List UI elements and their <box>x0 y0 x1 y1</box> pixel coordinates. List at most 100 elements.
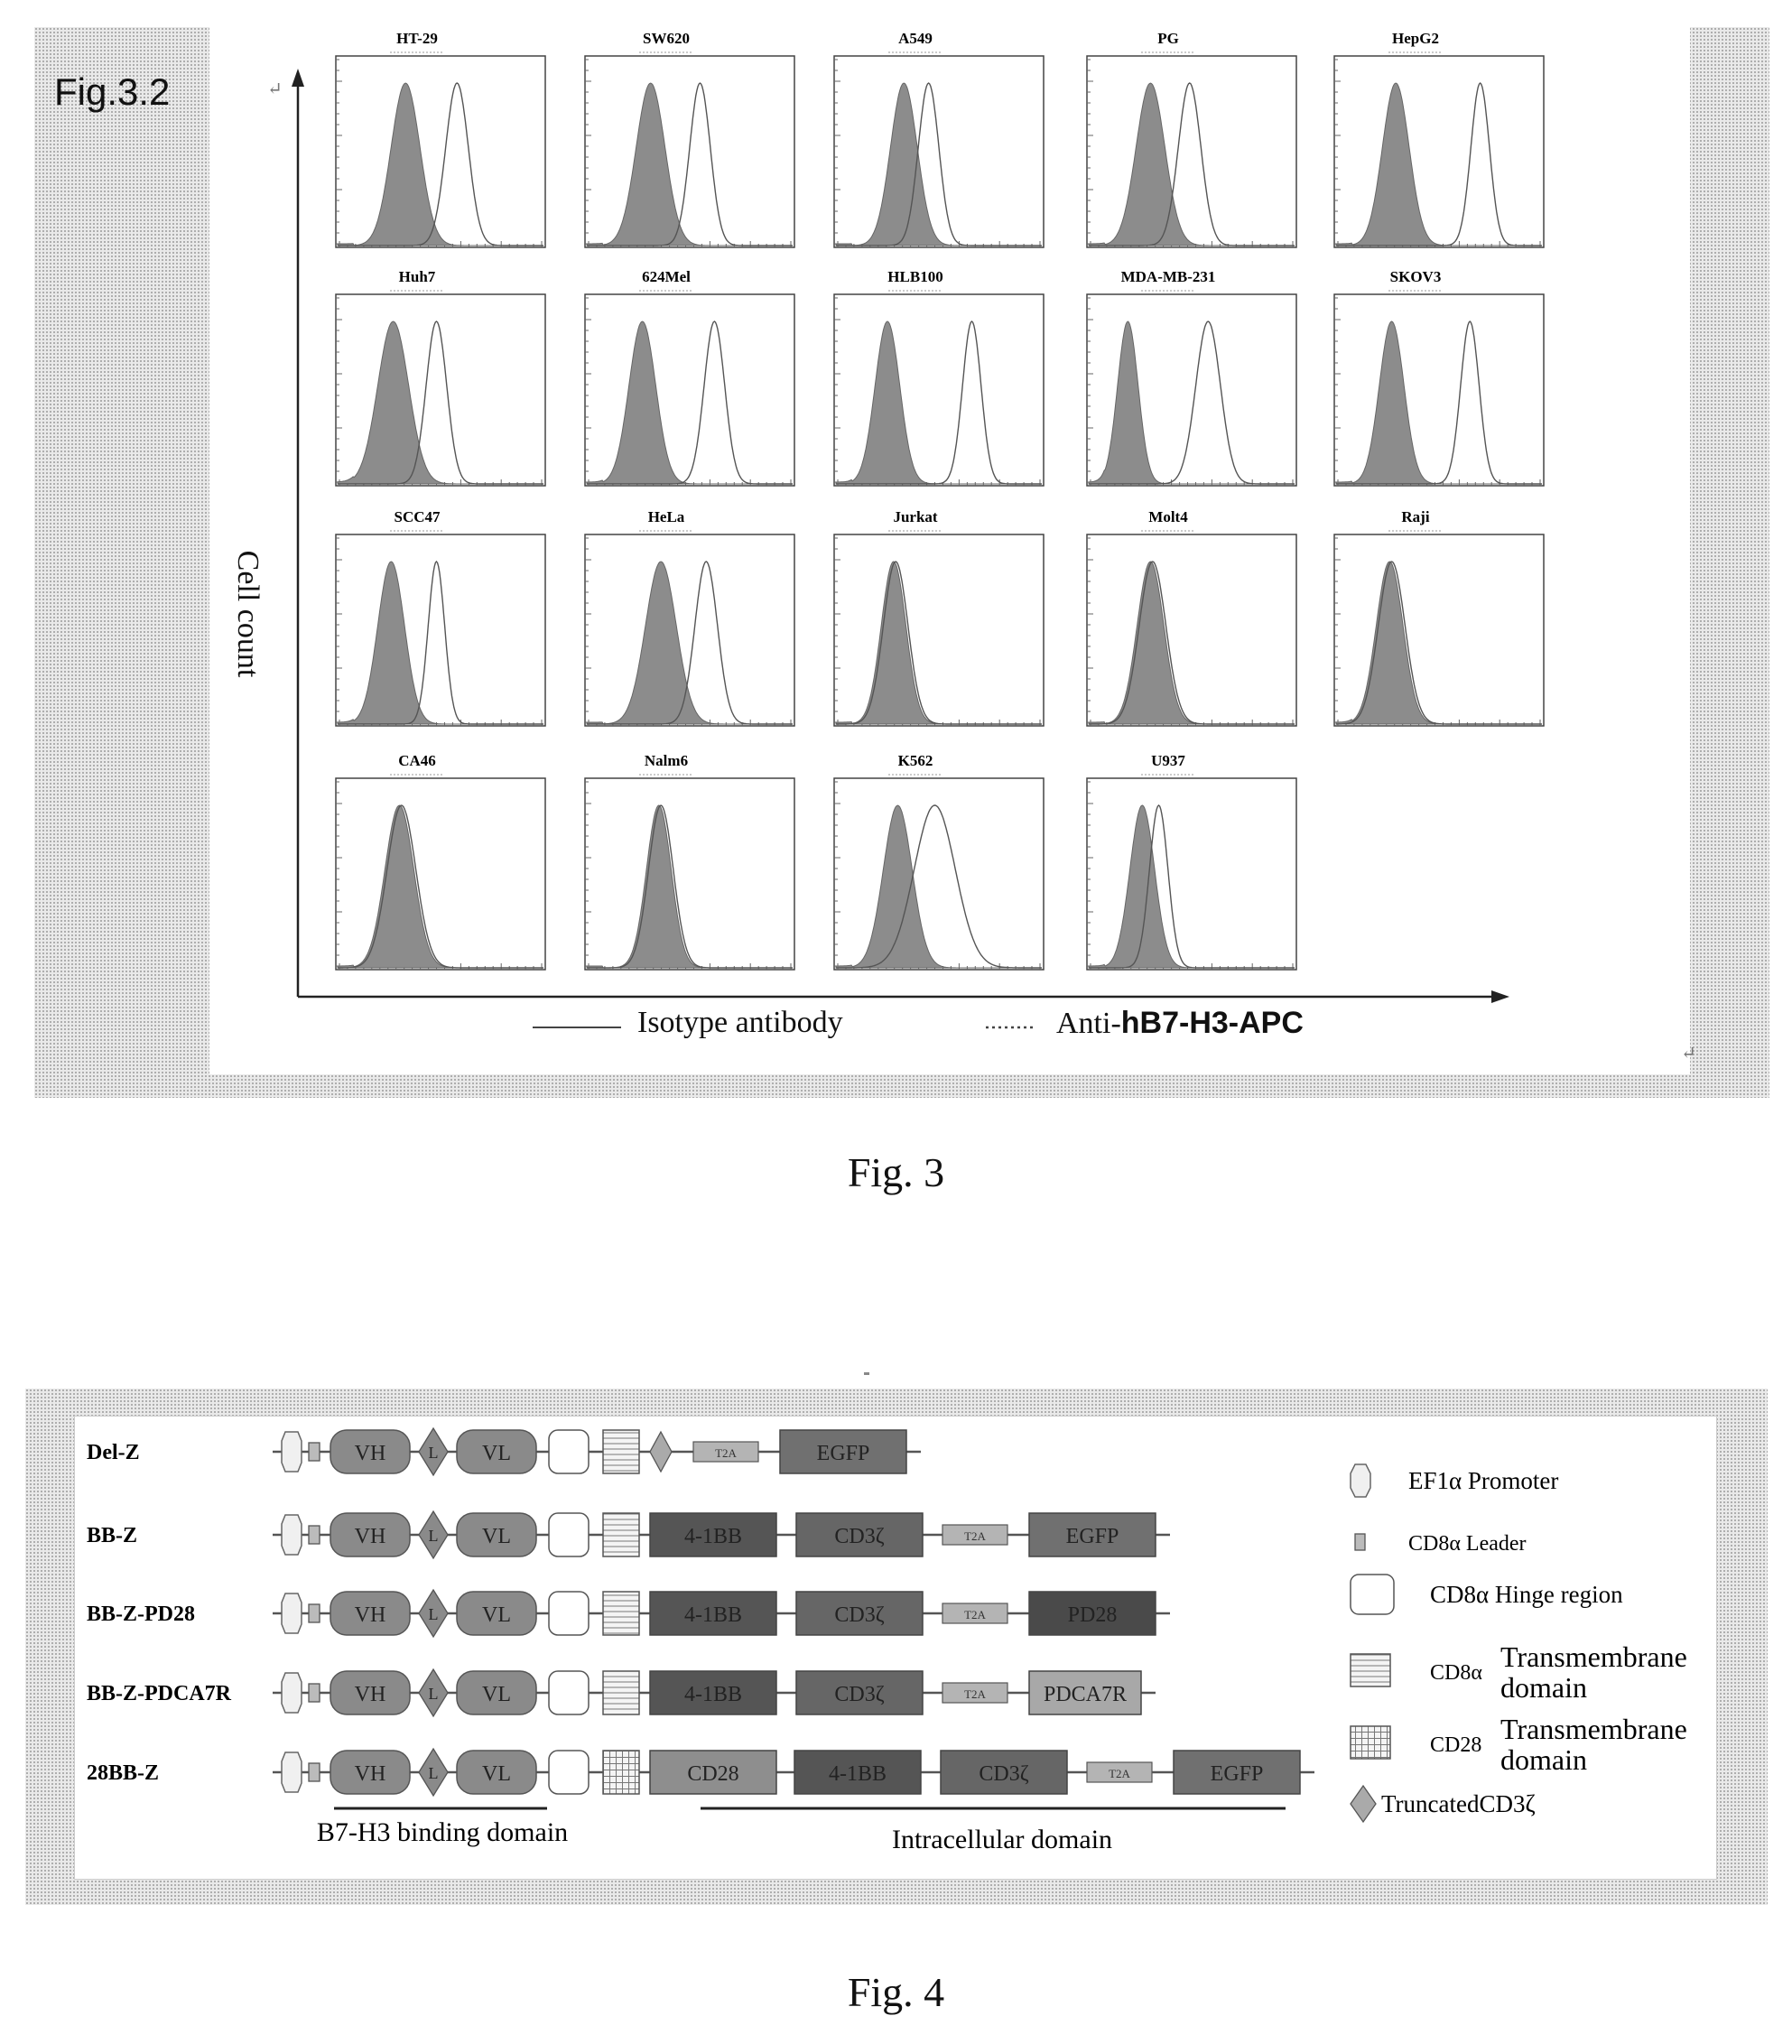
t2a-label: T2A <box>715 1446 737 1460</box>
cd28tm-icon <box>1350 1725 1391 1760</box>
legend-anti-text: Anti-hB7-H3-APC <box>1056 1006 1304 1041</box>
anti-hb7h3-histogram <box>338 82 543 246</box>
histogram-title: Nalm6 <box>645 752 688 769</box>
4-1bb-label: 4-1BB <box>684 1525 742 1548</box>
anti-hb7h3-histogram <box>1336 561 1542 725</box>
construct-name: 28BB-Z <box>87 1761 159 1785</box>
construct-blocks: VH L VL 4-1BB CD3ζ T2A PD28 <box>281 1588 1156 1639</box>
legend-anti-bold: hB7-H3-APC <box>1120 1006 1304 1040</box>
cd8a-hinge-symbol <box>548 1512 590 1557</box>
construct-name: BB-Z <box>87 1524 137 1547</box>
anti-hb7h3-histogram <box>836 804 1042 969</box>
histogram-title: CA46 <box>398 752 436 769</box>
4-1bb-block <box>794 1750 922 1795</box>
vh-label: VH <box>355 1442 386 1465</box>
t2a-label: T2A <box>1109 1767 1130 1780</box>
vh-block <box>330 1512 411 1557</box>
vl-label: VL <box>482 1683 511 1706</box>
ef1a-promoter-symbol <box>281 1514 302 1556</box>
cd28-block <box>649 1750 777 1795</box>
legend-item-leader: CD8α Leader <box>1354 1532 1527 1556</box>
fig3-return-mark-1: ↵ <box>267 79 283 99</box>
anti-hb7h3-histogram <box>587 321 793 485</box>
histogram-frame <box>1333 293 1545 487</box>
vh-label: VH <box>355 1762 386 1786</box>
t2a-block <box>1086 1761 1153 1783</box>
histogram-title: Jurkat <box>893 508 937 525</box>
legend-text: CD8α Leader <box>1408 1532 1527 1556</box>
histogram-frame <box>1333 55 1545 248</box>
t2a-label: T2A <box>964 1687 986 1701</box>
legend-item-promoter: EF1α Promoter <box>1350 1463 1558 1498</box>
construct-blocks: VH L VL 4-1BB CD3ζ T2A EGFP <box>281 1510 1156 1560</box>
histogram-title: HT-29 <box>396 30 438 47</box>
vl-block <box>456 1591 537 1636</box>
histogram-panel-skov3: SKOV3 <box>1333 268 1545 487</box>
histogram-panel-sw620: SW620 <box>584 30 795 248</box>
legend-text: EF1α Promoter <box>1408 1467 1558 1494</box>
histogram-title: HLB100 <box>887 268 942 285</box>
fig3-caption: Fig. 3 <box>847 1149 945 1195</box>
4-1bb-label: 4-1BB <box>684 1683 742 1706</box>
4-1bb-block <box>649 1670 777 1715</box>
histogram-panel-u937: U937 <box>1086 752 1297 971</box>
histogram-title: SW620 <box>643 30 690 47</box>
histogram-panel-pg: PG <box>1086 30 1297 248</box>
vh-block <box>330 1670 411 1715</box>
vl-block <box>456 1750 537 1795</box>
histogram-panel-mda-mb-231: MDA-MB-231 <box>1086 268 1297 487</box>
histogram-title: HepG2 <box>1392 30 1439 47</box>
anti-hb7h3-histogram <box>1089 804 1295 969</box>
vh-block <box>330 1591 411 1636</box>
cd3-block <box>940 1750 1068 1795</box>
cd3-label: CD3ζ <box>834 1603 884 1627</box>
truncated-cd3z-symbol <box>649 1430 673 1473</box>
legend-text-main: Transmembrane <box>1500 1713 1687 1745</box>
egfp-block <box>1028 1512 1156 1557</box>
legend-text-prefix: CD8α <box>1430 1661 1482 1685</box>
ef1a-promoter-symbol <box>281 1431 302 1473</box>
legend-text-sub: domain <box>1500 1743 1587 1776</box>
egfp-label: EGFP <box>1066 1525 1119 1548</box>
legend-text: TruncatedCD3ζ <box>1381 1790 1536 1817</box>
fig3-x-arrow <box>1491 990 1509 1003</box>
egfp-block <box>1173 1750 1301 1795</box>
anti-hb7h3-histogram <box>836 561 1042 725</box>
fig4-white-area <box>74 1416 1717 1880</box>
anti-hb7h3-histogram <box>338 321 543 485</box>
linker-label: L <box>429 1605 439 1623</box>
t2a-block <box>692 1441 759 1463</box>
histogram-panel-molt4: Molt4 <box>1086 508 1297 727</box>
histogram-panel-624mel: 624Mel <box>584 268 795 487</box>
cd3-label: CD3ζ <box>834 1683 884 1706</box>
legend-item-hinge: CD8α Hinge region <box>1350 1574 1623 1615</box>
fig3-y-label: Cell count <box>231 550 265 678</box>
construct-name: Del-Z <box>87 1441 140 1464</box>
anti-hb7h3-histogram <box>1089 561 1295 725</box>
fig3-histogram-grid: HT-29 SW620 A549 PG HepG2 Huh7 624Mel HLB100 MDA… <box>292 30 1545 1029</box>
vh-label: VH <box>355 1603 386 1627</box>
histogram-title: HeLa <box>648 508 685 525</box>
cd28-transmembrane-symbol <box>602 1750 640 1795</box>
hinge-icon <box>1350 1574 1395 1615</box>
histogram-title: MDA-MB-231 <box>1121 268 1216 285</box>
ef1a-promoter-symbol <box>281 1593 302 1634</box>
t2a-block <box>942 1524 1008 1546</box>
fig4-caption: Fig. 4 <box>847 1969 945 2015</box>
histogram-panel-huh7: Huh7 <box>335 268 546 487</box>
fig3-return-mark-2: ↵ <box>1681 1044 1696 1064</box>
fig3-y-arrow <box>292 69 304 87</box>
cd3-block <box>795 1591 924 1636</box>
fig3-panel-label: Fig.3.2 <box>54 70 171 113</box>
cd3-label: CD3ζ <box>979 1762 1028 1786</box>
4-1bb-label: 4-1BB <box>829 1762 887 1786</box>
linker-block <box>418 1588 449 1639</box>
histogram-frame <box>584 293 795 487</box>
4-1bb-block <box>649 1512 777 1557</box>
anti-hb7h3-histogram <box>1336 82 1542 246</box>
histogram-panel-ca46: CA46 <box>335 752 546 971</box>
cd8a-transmembrane-symbol <box>602 1591 640 1636</box>
cd3-block <box>795 1670 924 1715</box>
anti-hb7h3-histogram <box>338 560 543 725</box>
